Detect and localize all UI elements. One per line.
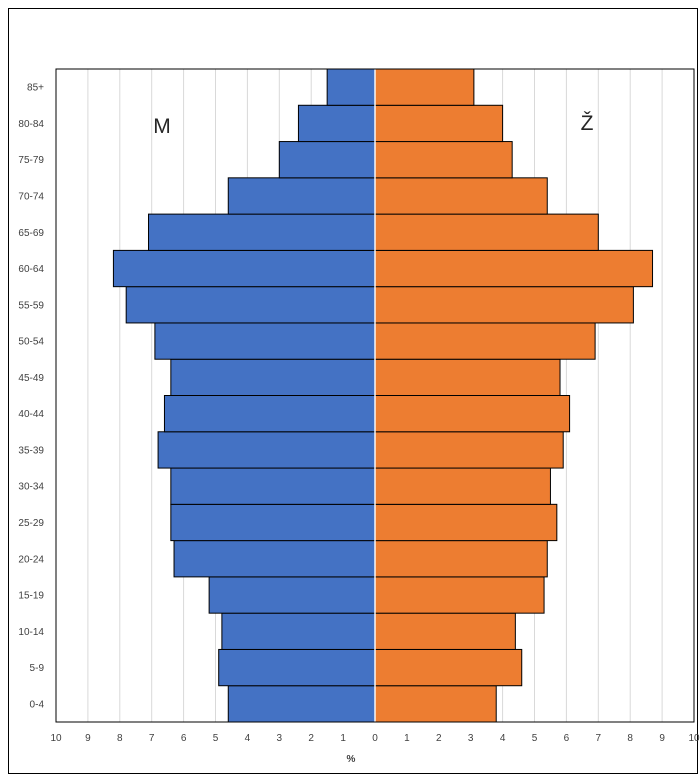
bar-Ž-40-44 xyxy=(374,395,571,433)
y-tick-label: 80-84 xyxy=(18,119,44,130)
bar-M-20-24 xyxy=(173,540,376,578)
bar-Ž-15-19 xyxy=(374,576,545,614)
bar-Ž-85+ xyxy=(374,68,475,106)
bar-M-70-74 xyxy=(227,177,376,215)
x-tick-label: 2 xyxy=(436,733,442,744)
y-tick-label: 5-9 xyxy=(30,663,45,674)
x-tick-label: 0 xyxy=(372,733,378,744)
y-tick-label: 75-79 xyxy=(18,155,44,166)
axes xyxy=(55,68,695,723)
x-tick-label: 1 xyxy=(404,733,410,744)
bar-M-35-39 xyxy=(157,431,376,469)
x-tick-label: 5 xyxy=(213,733,219,744)
bar-M-25-29 xyxy=(170,503,376,542)
x-tick-label: 6 xyxy=(181,733,187,744)
bar-M-15-19 xyxy=(208,576,376,614)
bar-Ž-35-39 xyxy=(374,431,564,469)
x-tick-label: 5 xyxy=(532,733,538,744)
x-tick-label: 8 xyxy=(117,733,123,744)
series-label-female: Ž xyxy=(581,112,594,135)
bar-M-55-59 xyxy=(125,286,376,324)
bar-Ž-45-49 xyxy=(374,358,561,397)
y-tick-label: 20-24 xyxy=(18,554,44,565)
bar-Ž-80-84 xyxy=(374,104,504,143)
y-tick-label: 30-34 xyxy=(18,482,44,493)
y-tick-label: 50-54 xyxy=(18,337,44,348)
plot-area-border xyxy=(55,68,695,723)
x-tick-label: 1 xyxy=(340,733,346,744)
bar-Ž-50-54 xyxy=(374,322,596,360)
bar-M-85+ xyxy=(326,68,376,106)
y-tick-label: 40-44 xyxy=(18,409,44,420)
x-tick-label: 3 xyxy=(468,733,474,744)
bar-M-10-14 xyxy=(221,612,376,650)
x-tick-label: 4 xyxy=(245,733,251,744)
bar-Ž-65-69 xyxy=(374,213,599,251)
x-tick-label: 9 xyxy=(85,733,91,744)
bar-M-30-34 xyxy=(170,467,376,505)
bar-M-5-9 xyxy=(218,648,376,687)
y-tick-label: 45-49 xyxy=(18,373,44,384)
labels: 0-4 5-9 10-14 15-19 20-24 25-29 30-34 35-39 40-4… xyxy=(18,83,700,765)
y-tick-label: 65-69 xyxy=(18,228,44,239)
x-tick-label: 9 xyxy=(659,733,665,744)
y-tick-label: 15-19 xyxy=(18,591,44,602)
bar-Ž-25-29 xyxy=(374,503,558,542)
x-tick-label: 6 xyxy=(564,733,570,744)
bar-Ž-70-74 xyxy=(374,177,548,215)
bars xyxy=(112,68,654,723)
x-tick-label: 3 xyxy=(277,733,283,744)
y-tick-label: 85+ xyxy=(27,83,44,94)
bar-M-50-54 xyxy=(154,322,376,360)
y-tick-label: 70-74 xyxy=(18,191,44,202)
bar-M-75-79 xyxy=(278,141,376,179)
bar-Ž-55-59 xyxy=(374,286,634,324)
bar-M-40-44 xyxy=(163,395,376,433)
bar-Ž-0-4 xyxy=(374,685,497,723)
y-tick-label: 0-4 xyxy=(30,699,45,710)
bar-M-45-49 xyxy=(170,358,376,397)
bar-M-0-4 xyxy=(227,685,376,723)
y-tick-label: 25-29 xyxy=(18,518,44,529)
bar-M-65-69 xyxy=(148,213,376,251)
series-label-male: M xyxy=(153,115,171,138)
x-tick-label: 7 xyxy=(149,733,155,744)
y-tick-label: 55-59 xyxy=(18,300,44,311)
bar-M-60-64 xyxy=(112,249,376,288)
bar-M-80-84 xyxy=(297,104,376,143)
bar-Ž-60-64 xyxy=(374,249,654,288)
bar-Ž-30-34 xyxy=(374,467,551,505)
bar-Ž-5-9 xyxy=(374,648,523,687)
x-tick-label: 4 xyxy=(500,733,506,744)
x-tick-label: 2 xyxy=(308,733,314,744)
x-axis-title: % xyxy=(347,754,356,765)
x-tick-label: 7 xyxy=(596,733,602,744)
y-tick-label: 10-14 xyxy=(18,627,44,638)
bar-Ž-20-24 xyxy=(374,540,548,578)
x-tick-label: 10 xyxy=(688,733,700,744)
bar-Ž-75-79 xyxy=(374,141,513,179)
x-tick-label: 10 xyxy=(50,733,62,744)
y-tick-label: 60-64 xyxy=(18,264,44,275)
x-tick-label: 8 xyxy=(627,733,633,744)
bar-Ž-10-14 xyxy=(374,612,516,650)
y-tick-label: 35-39 xyxy=(18,445,44,456)
